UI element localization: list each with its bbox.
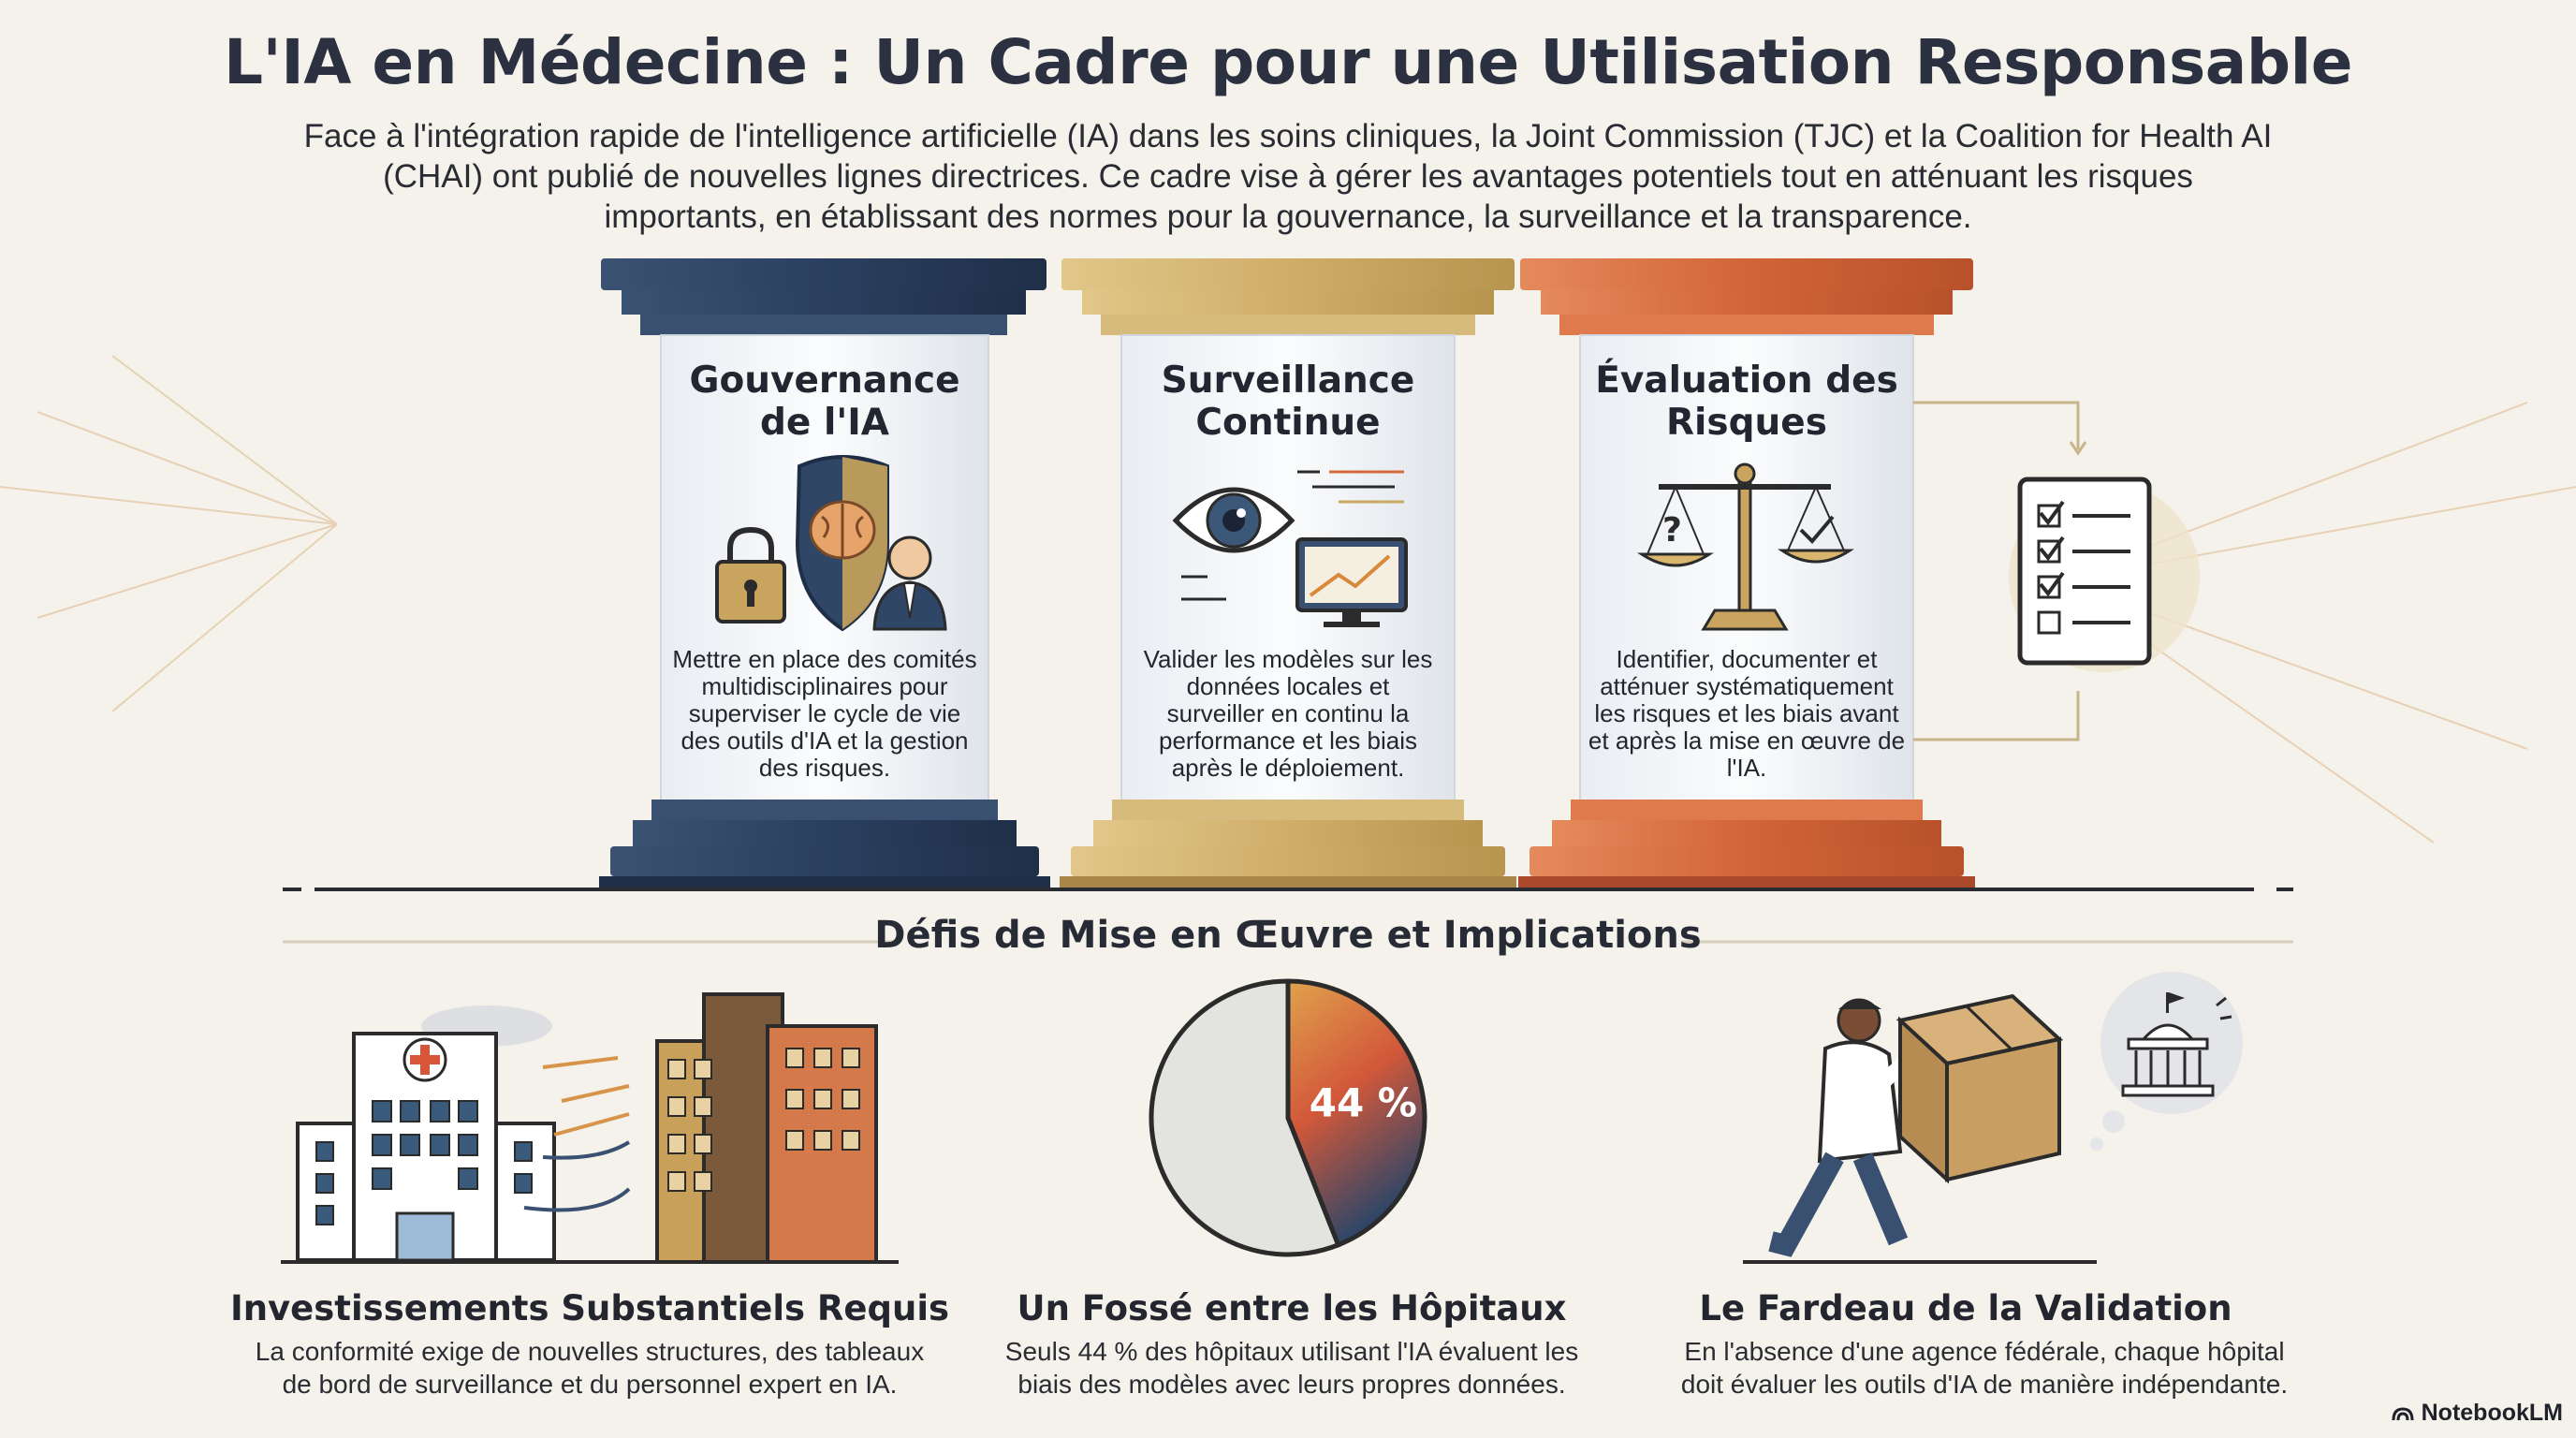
- checklist-icon: [2009, 477, 2200, 672]
- eye-icon: [1172, 487, 1295, 553]
- person-carrying-box-icon: [1743, 993, 2097, 1264]
- challenge-title-investment: Investissements Substantiels Requis: [229, 1288, 950, 1328]
- pie-slice-44: [1285, 978, 1427, 1248]
- pillar-desc-governance: Mettre en place des comités multidiscipl…: [672, 645, 977, 782]
- pillar-monitoring: [1060, 258, 1516, 891]
- intro-paragraph: Face à l'intégration rapide de l'intelli…: [303, 118, 2273, 235]
- pillar-title-risk: Évaluation des Risques: [1595, 360, 1898, 444]
- pillar-title-governance: Gouvernance de l'IA: [689, 360, 960, 444]
- brand-name: NotebookLM: [2421, 1400, 2563, 1426]
- challenge-title-validation: Le Fardeau de la Validation: [1699, 1288, 2232, 1328]
- brand-logo: NotebookLM: [2392, 1400, 2563, 1427]
- hospital-buildings-icon: [281, 992, 899, 1264]
- challenge-title-gap: Un Fossé entre les Hôpitaux: [1017, 1288, 1567, 1328]
- notebooklm-icon: [2392, 1406, 2414, 1420]
- pillar-desc-risk: Identifier, documenter et atténuer systé…: [1588, 645, 1906, 782]
- challenge-desc-gap: Seuls 44 % des hôpitaux utilisant l'IA é…: [1004, 1337, 1579, 1399]
- shield-brain-icon: [795, 455, 889, 632]
- cardboard-box-icon: [1895, 993, 2064, 1184]
- pie-value-label: 44 %: [1310, 1080, 1417, 1126]
- pie-slice-remaining: [1149, 978, 1341, 1257]
- connector-arrows: [1913, 401, 2087, 741]
- data-lines-decor: [1181, 470, 1404, 601]
- challenge-desc-validation: En l'absence d'une agence fédérale, chaq…: [1680, 1337, 2289, 1399]
- pillar-desc-monitoring: Valider les modèles sur les données loca…: [1143, 645, 1433, 782]
- challenge-desc-investment: La conformité exige de nouvelles structu…: [255, 1337, 925, 1399]
- svg-text:?: ?: [1662, 511, 1682, 550]
- person-icon: [872, 536, 947, 631]
- page-title: L'IA en Médecine : Un Cadre pour une Uti…: [224, 26, 2352, 98]
- balance-scale-icon: ?: [1637, 462, 1854, 631]
- capitol-building-icon: [2090, 972, 2243, 1151]
- monitor-chart-icon: [1295, 537, 1408, 627]
- decor-lines-left: [0, 355, 338, 712]
- lock-icon: [715, 526, 786, 624]
- pillar-title-monitoring: Surveillance Continue: [1161, 360, 1415, 444]
- pie-chart: 44 %: [1149, 978, 1427, 1257]
- section-heading: Défis de Mise en Œuvre et Implications: [874, 914, 1702, 957]
